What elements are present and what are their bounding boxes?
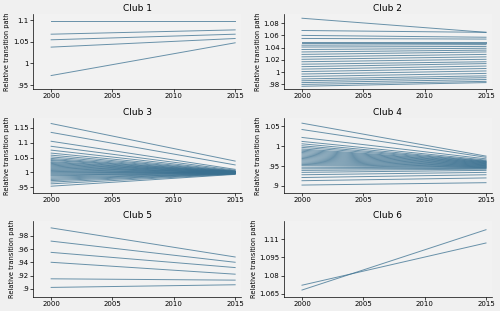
Y-axis label: Relative transition path: Relative transition path bbox=[4, 12, 10, 91]
Y-axis label: Relative transition path: Relative transition path bbox=[255, 12, 261, 91]
Title: Club 1: Club 1 bbox=[122, 4, 152, 13]
Y-axis label: Relative transition path: Relative transition path bbox=[8, 220, 14, 298]
Y-axis label: Relative transition path: Relative transition path bbox=[255, 116, 261, 195]
Y-axis label: Relative transition path: Relative transition path bbox=[4, 116, 10, 195]
Title: Club 5: Club 5 bbox=[122, 211, 152, 220]
Title: Club 2: Club 2 bbox=[374, 4, 402, 13]
Title: Club 4: Club 4 bbox=[374, 108, 402, 117]
Title: Club 6: Club 6 bbox=[374, 211, 402, 220]
Title: Club 3: Club 3 bbox=[122, 108, 152, 117]
Y-axis label: Relative transition path: Relative transition path bbox=[250, 220, 256, 298]
